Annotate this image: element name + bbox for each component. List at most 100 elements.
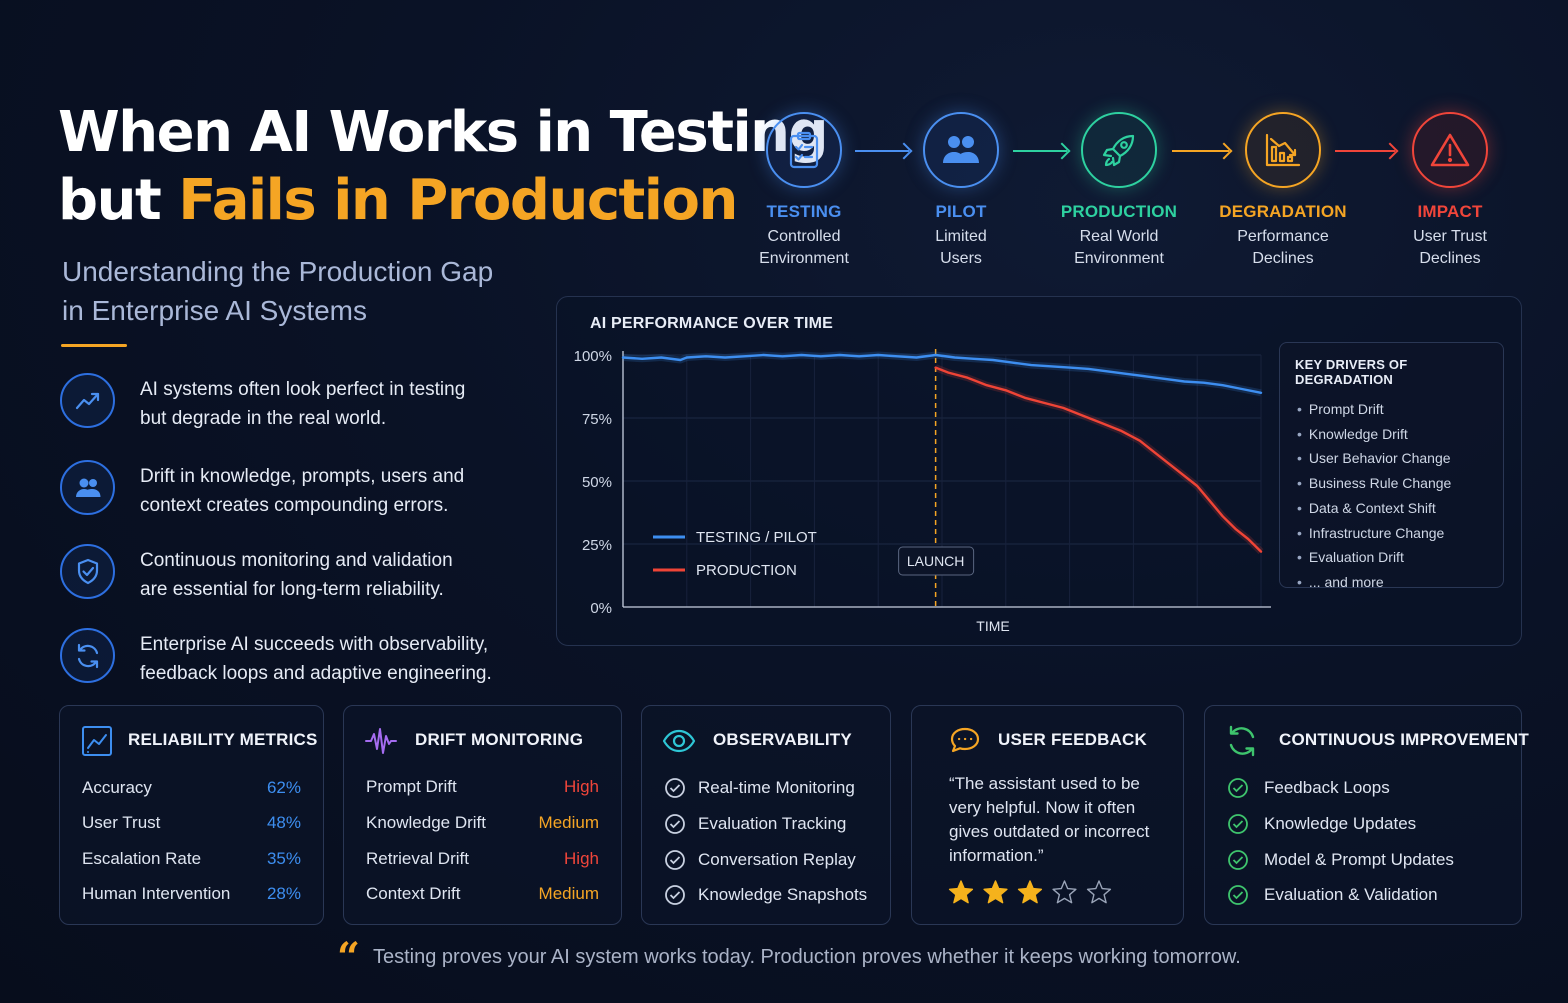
improvement-label: Feedback Loops xyxy=(1264,778,1390,797)
performance-chart: 100% 75% 50% 25% 0% TIME LAUNCH TESTING / PILOT… xyxy=(574,348,1271,634)
warning-icon xyxy=(1412,112,1488,188)
stage-name: DEGRADATION xyxy=(1219,202,1347,221)
stage-desc-line2: Users xyxy=(940,250,982,267)
stage-desc-line1: Limited xyxy=(935,228,987,245)
observability-label: Real-time Monitoring xyxy=(698,778,855,797)
metric-label: Human Intervention xyxy=(82,884,231,903)
observability-label: Evaluation Tracking xyxy=(698,814,847,833)
chart-line-icon xyxy=(82,726,112,756)
drivers-title: KEY DRIVERS OF DEGRADATION xyxy=(1295,357,1408,387)
check-circle-icon xyxy=(665,850,685,870)
metric-value: 28% xyxy=(266,884,301,903)
point-text-line1: AI systems often look perfect in testing xyxy=(140,379,466,400)
driver-item: ... and more xyxy=(1295,570,1503,595)
stage-desc-line2: Environment xyxy=(1074,250,1164,267)
chat-bubble-icon xyxy=(950,727,980,753)
check-circle-icon xyxy=(665,814,685,834)
stage-name: IMPACT xyxy=(1417,202,1483,221)
metric-row: Accuracy 62% xyxy=(82,778,301,808)
card-title: USER FEEDBACK xyxy=(998,730,1148,749)
drift-label: Prompt Drift xyxy=(366,777,457,796)
stage-pilot: PILOT Limited Users xyxy=(881,112,1041,270)
subtitle-line2: in Enterprise AI Systems xyxy=(62,295,368,326)
metric-value: 35% xyxy=(266,849,301,868)
point-text-line2: but degrade in the real world. xyxy=(140,408,387,429)
card-title: DRIFT MONITORING xyxy=(415,730,584,749)
x-axis-label: TIME xyxy=(976,618,1009,634)
point-text-line2: context creates compounding errors. xyxy=(140,495,449,516)
page-title-line2: but Fails in Production xyxy=(58,168,738,233)
launch-badge xyxy=(898,546,975,576)
drift-row: Context Drift Medium xyxy=(366,884,599,914)
title-divider xyxy=(61,344,127,347)
stage-testing: TESTING Controlled Environment xyxy=(724,112,884,270)
waveform-icon xyxy=(365,728,397,754)
star-filled-icon xyxy=(948,880,974,904)
star-empty-icon xyxy=(1052,880,1077,904)
stage-name: PRODUCTION xyxy=(1060,202,1178,221)
metric-value: 62% xyxy=(266,778,301,797)
subtitle-line1: Understanding the Production Gap xyxy=(62,256,494,287)
card-title: CONTINUOUS IMPROVEMENT xyxy=(1279,730,1529,749)
star-empty-icon xyxy=(1086,880,1112,904)
metric-row: User Trust 48% xyxy=(82,813,301,843)
drift-row: Retrieval Drift High xyxy=(366,849,599,879)
y-tick-label: 50% xyxy=(582,474,612,491)
arrow-right-icon xyxy=(1335,150,1395,152)
driver-item: Business Rule Change xyxy=(1295,471,1503,496)
drift-level: High xyxy=(564,777,599,796)
drift-label: Knowledge Drift xyxy=(366,813,487,832)
observability-label: Conversation Replay xyxy=(698,850,856,869)
drift-label: Context Drift xyxy=(366,884,461,903)
observability-label: Knowledge Snapshots xyxy=(698,885,868,904)
check-circle-icon xyxy=(1228,850,1248,870)
metric-label: User Trust xyxy=(82,813,161,832)
point-text-line1: Continuous monitoring and validation xyxy=(140,550,453,571)
drift-level: High xyxy=(564,849,599,868)
stage-impact: IMPACT User Trust Declines xyxy=(1370,112,1530,270)
chart-title: AI PERFORMANCE OVER TIME xyxy=(590,315,834,332)
star-filled-icon xyxy=(983,880,1008,904)
improvement-label: Evaluation & Validation xyxy=(1264,885,1438,904)
arrow-right-icon xyxy=(1013,150,1067,152)
point-item: Drift in knowledge, prompts, users and co… xyxy=(60,460,550,522)
title-accent: Fails in Production xyxy=(178,168,738,233)
point-text-line2: are essential for long-term reliability. xyxy=(140,579,444,600)
metric-label: Accuracy xyxy=(82,778,152,797)
refresh-icon xyxy=(1229,725,1255,757)
improvement-label: Knowledge Updates xyxy=(1264,814,1417,833)
stage-desc-line1: User Trust xyxy=(1413,228,1487,245)
card-continuous-improvement: CONTINUOUS IMPROVEMENT Feedback Loops Kn… xyxy=(1204,705,1529,925)
legend-label: PRODUCTION xyxy=(696,562,797,579)
improvement-label: Model & Prompt Updates xyxy=(1264,850,1454,869)
arrow-right-icon xyxy=(1172,150,1229,152)
refresh-icon xyxy=(60,628,115,683)
metric-row: Human Intervention 28% xyxy=(82,884,301,914)
y-tick-label: 100% xyxy=(574,348,612,365)
stage-desc-line2: Declines xyxy=(1252,250,1314,267)
quote-mark-icon: “ xyxy=(337,934,361,981)
users-icon xyxy=(923,112,999,188)
y-tick-label: 25% xyxy=(582,537,612,554)
card-title: OBSERVABILITY xyxy=(713,730,852,749)
card-title: RELIABILITY METRICS xyxy=(128,730,318,749)
metric-row: Escalation Rate 35% xyxy=(82,849,301,879)
check-circle-icon xyxy=(665,885,685,905)
drift-label: Retrieval Drift xyxy=(366,849,469,868)
drivers-list: Prompt Drift Knowledge Drift User Behavi… xyxy=(1295,397,1503,595)
clipboard-check-icon xyxy=(766,112,842,188)
title-prefix: but xyxy=(58,168,179,233)
page-subtitle: Understanding the Production Gap in Ente… xyxy=(62,252,582,330)
stage-desc-line2: Environment xyxy=(759,250,849,267)
y-tick-label: 75% xyxy=(582,411,612,428)
stage-desc-line1: Performance xyxy=(1237,228,1329,245)
driver-item: Data & Context Shift xyxy=(1295,496,1503,521)
drivers-box: KEY DRIVERS OF DEGRADATION Prompt Drift … xyxy=(1279,342,1504,590)
card-observability: OBSERVABILITY Real-time Monitoring Evalu… xyxy=(641,705,891,925)
series-line-production xyxy=(934,366,1263,553)
rocket-icon xyxy=(1081,112,1157,188)
y-tick-label: 0% xyxy=(590,600,612,617)
point-text-line2: feedback loops and adaptive engineering. xyxy=(140,663,492,684)
star-rating xyxy=(948,880,1112,904)
stage-degradation: DEGRADATION Performance Declines xyxy=(1203,112,1363,270)
